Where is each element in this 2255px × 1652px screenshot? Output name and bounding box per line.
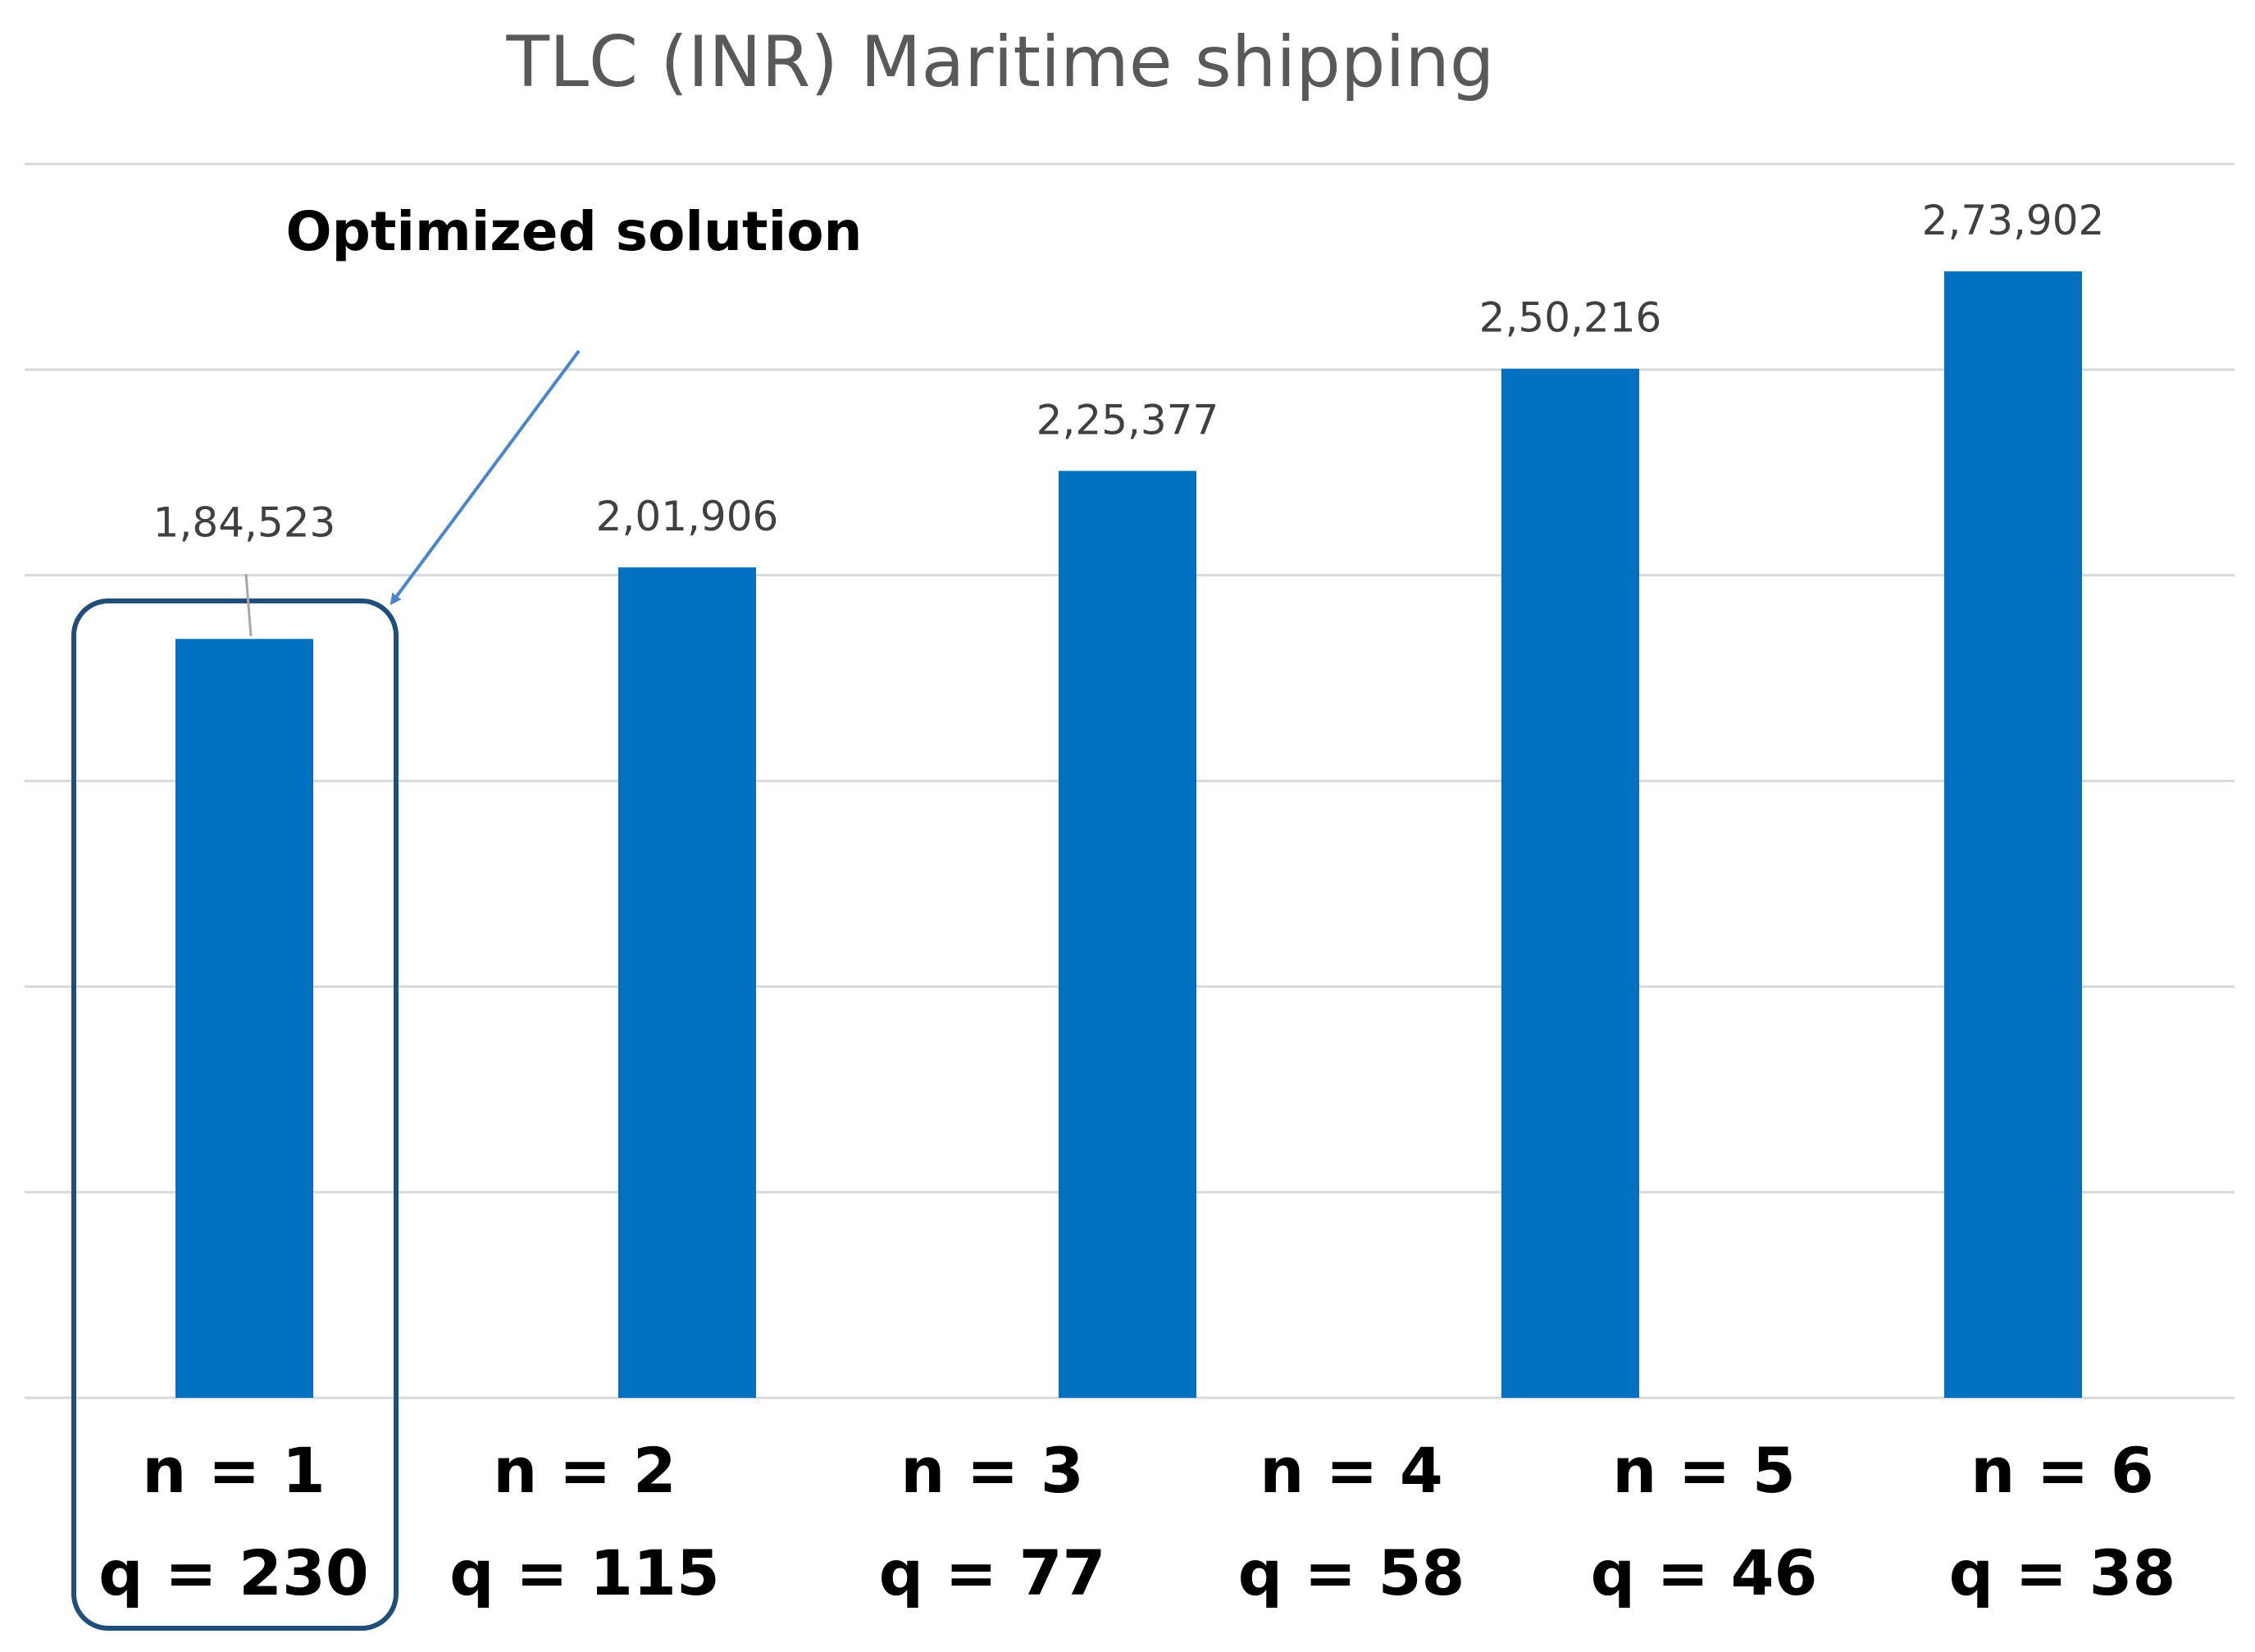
category-label-n-4: n = 4 xyxy=(1260,1434,1443,1507)
bar-2 xyxy=(618,567,756,1398)
category-label-q-3: q = 77 xyxy=(879,1536,1106,1609)
data-label-3: 2,25,377 xyxy=(1036,396,1219,444)
category-label-n-2: n = 2 xyxy=(493,1434,676,1507)
category-label-q-1: q = 230 xyxy=(98,1536,369,1609)
bar-3 xyxy=(1059,471,1196,1399)
category-labels: n = 1 q = 230 n = 2 q = 115 n = 3 q = 77 n = 4… xyxy=(98,1434,2175,1609)
data-label-1: 1,84,523 xyxy=(153,498,336,546)
category-label-n-1: n = 1 xyxy=(142,1434,326,1507)
annotation-arrow xyxy=(390,349,581,606)
category-label-n-5: n = 5 xyxy=(1612,1434,1796,1507)
data-label-4: 2,50,216 xyxy=(1479,294,1662,342)
data-labels: 1,84,523 2,01,906 2,25,377 2,50,216 2,73,902 xyxy=(153,197,2105,546)
category-label-q-4: q = 58 xyxy=(1238,1536,1465,1609)
optimized-highlight-box xyxy=(71,598,399,1631)
data-label-leader-line xyxy=(244,573,253,637)
category-label-n-3: n = 3 xyxy=(900,1434,1084,1507)
bar-4 xyxy=(1501,368,1639,1398)
category-label-q-6: q = 38 xyxy=(1949,1536,2176,1609)
bars xyxy=(175,271,2082,1399)
category-label-q-5: q = 46 xyxy=(1591,1536,1818,1609)
annotation-text: Optimized solution xyxy=(285,200,862,263)
data-label-2: 2,01,906 xyxy=(596,493,779,540)
bar-1 xyxy=(175,639,313,1398)
category-label-q-2: q = 115 xyxy=(449,1536,720,1609)
bar-5 xyxy=(1944,271,2082,1399)
category-label-n-6: n = 6 xyxy=(1970,1434,2154,1507)
chart-title: TLC (INR) Maritime shipping xyxy=(506,21,1495,103)
data-label-5: 2,73,902 xyxy=(1922,197,2105,244)
